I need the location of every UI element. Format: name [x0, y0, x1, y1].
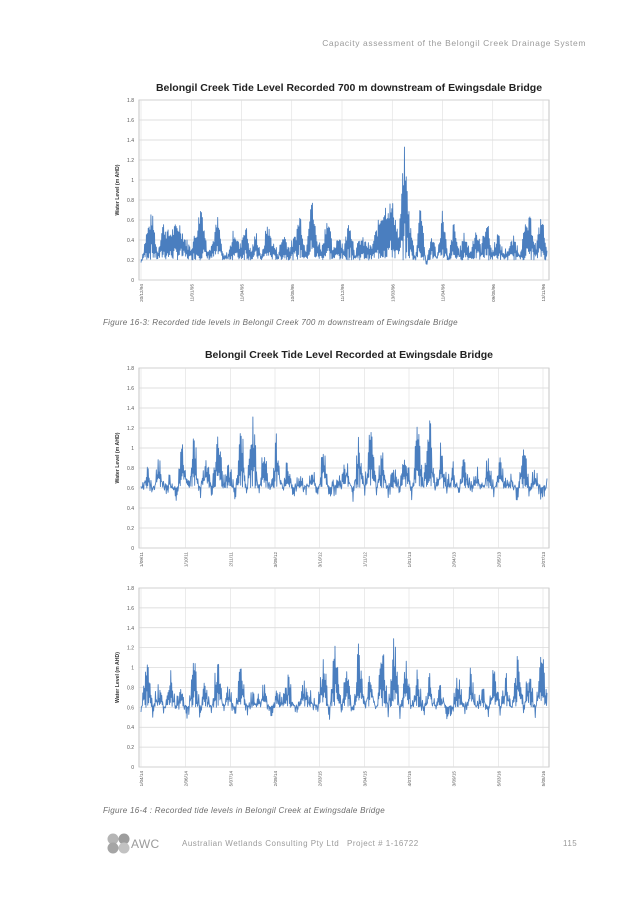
x-tick-label: 13/11/96	[541, 284, 546, 302]
chart-0: Belongil Creek Tide Level Recorded 700 m…	[115, 82, 550, 302]
y-tick-label: 0.8	[127, 466, 134, 472]
plot-frame	[138, 587, 550, 768]
document-header: Capacity assessment of the Belongil Cree…	[322, 38, 586, 48]
y-tick-label: 0.6	[127, 218, 134, 224]
x-tick-label: 3/10/12	[318, 552, 323, 568]
x-tick-label: 5/05/16	[541, 771, 546, 787]
x-tick-label: 11/01/95	[189, 284, 194, 302]
x-tick-label: 2/06/14	[184, 771, 189, 787]
x-tick-label: 13/03/96	[390, 284, 395, 302]
x-tick-label: 3/09/12	[273, 552, 278, 568]
awc-logo-text: AWC	[131, 837, 160, 851]
chart-title: Belongil Creek Tide Level Recorded at Ew…	[205, 349, 493, 361]
x-tick-label: 2/09/14	[273, 771, 278, 787]
footer-company: Australian Wetlands Consulting Pty Ltd	[182, 839, 340, 848]
x-tick-label: 5/03/16	[496, 771, 501, 787]
chart-title: Belongil Creek Tide Level Recorded 700 m…	[156, 82, 542, 94]
x-tick-label: 2/03/15	[318, 771, 323, 787]
plot-frame	[138, 367, 550, 549]
y-axis-label: Water Level (m AHD)	[115, 164, 121, 215]
x-tick-label: 11/04/96	[441, 284, 446, 302]
y-tick-label: 1.8	[127, 366, 134, 372]
y-tick-label: 1.8	[127, 98, 134, 104]
x-tick-label: 11/12/95	[340, 284, 345, 302]
y-tick-label: 0.8	[127, 685, 134, 691]
awc-logo-icon	[107, 833, 130, 854]
y-tick-label: 0.2	[127, 526, 134, 532]
x-tick-label: 3/04/15	[362, 771, 367, 787]
figure-caption-16-4: Figure 16-4 : Recorded tide levels in Be…	[103, 806, 386, 815]
y-tick-label: 1.6	[127, 118, 134, 124]
y-tick-label: 1.4	[127, 406, 134, 412]
y-tick-label: 1.4	[127, 626, 134, 632]
y-tick-label: 0.2	[127, 258, 134, 264]
y-tick-label: 1.2	[127, 158, 134, 164]
x-tick-label: 1/09/11	[139, 552, 144, 567]
plot-frame	[138, 99, 550, 281]
x-tick-label: 5/07/14	[228, 771, 233, 787]
y-axis-label: Water Level (m AHD)	[115, 652, 121, 703]
x-tick-label: 2/11/11	[228, 552, 233, 567]
footer-project: Project # 1-16722	[347, 839, 419, 848]
x-tick-label: 3/09/15	[452, 771, 457, 787]
x-tick-label: 2/05/13	[496, 552, 501, 568]
y-tick-label: 1	[131, 178, 134, 184]
y-tick-label: 1.6	[127, 606, 134, 612]
x-tick-label: 1/01/13	[407, 552, 412, 568]
x-tick-label: 2/04/13	[452, 552, 457, 568]
page-number: 115	[563, 839, 578, 848]
series-line-water-level	[140, 638, 548, 720]
y-tick-label: 0	[131, 765, 134, 771]
y-tick-label: 1.2	[127, 646, 134, 652]
y-tick-label: 0.8	[127, 198, 134, 204]
x-tick-label: 1/10/11	[184, 552, 189, 567]
y-tick-label: 1	[131, 446, 134, 452]
x-tick-label: 4/07/15	[407, 771, 412, 787]
y-tick-label: 0.4	[127, 506, 134, 512]
series-line-water-level	[140, 146, 548, 265]
y-tick-label: 0.4	[127, 725, 134, 731]
y-tick-label: 0	[131, 546, 134, 552]
x-tick-label: 10/05/95	[290, 284, 295, 302]
y-tick-label: 0	[131, 278, 134, 284]
y-tick-label: 1.2	[127, 426, 134, 432]
y-tick-label: 1.6	[127, 386, 134, 392]
x-tick-label: 09/05/96	[491, 284, 496, 302]
chart-1: Belongil Creek Tide Level Recorded at Ew…	[115, 349, 550, 568]
chart-2: 0 0.2 0.4 0.6 0.8 1 1.2 1.4 1.6 1.8 1/04/14 2/06/14…	[115, 586, 550, 787]
y-axis-label: Water Level (m AHD)	[115, 432, 121, 483]
y-tick-label: 1.8	[127, 586, 134, 592]
series-line-water-level	[140, 416, 548, 502]
page-footer: AWC Australian Wetlands Consulting Pty L…	[0, 833, 638, 854]
x-tick-label: 20/12/94	[139, 284, 144, 302]
y-tick-label: 1	[131, 666, 134, 672]
x-tick-label: 1/11/12	[362, 552, 367, 567]
y-tick-label: 0.2	[127, 745, 134, 751]
y-tick-label: 0.6	[127, 486, 134, 492]
x-tick-label: 11/04/95	[240, 284, 245, 302]
y-tick-label: 0.4	[127, 238, 134, 244]
figure-caption-16-3: Figure 16-3: Recorded tide levels in Bel…	[103, 318, 458, 327]
y-tick-label: 1.4	[127, 138, 134, 144]
x-tick-label: 2/07/13	[541, 552, 546, 568]
y-tick-label: 0.6	[127, 705, 134, 711]
x-tick-label: 1/04/14	[139, 771, 144, 787]
